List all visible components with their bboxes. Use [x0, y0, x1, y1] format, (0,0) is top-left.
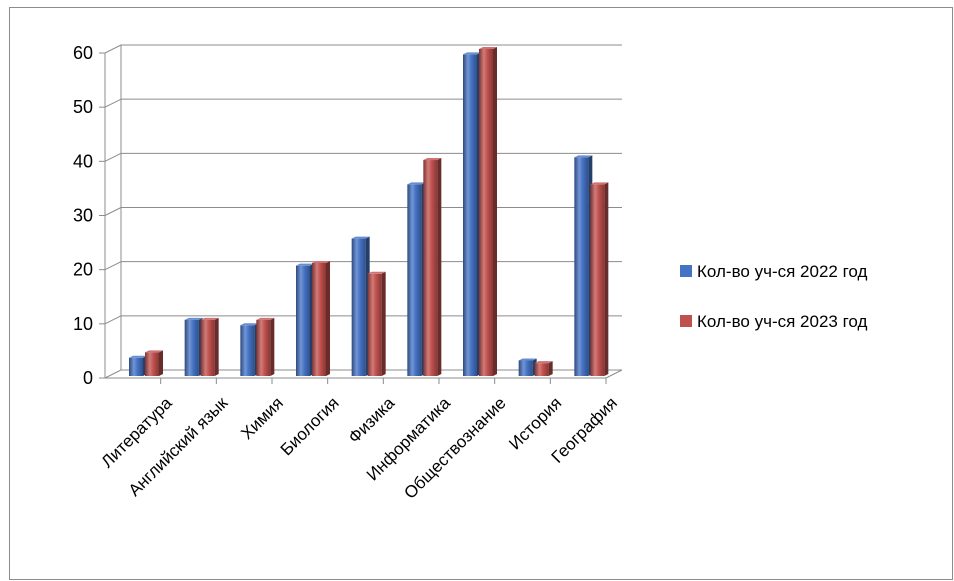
bar-body — [534, 363, 549, 376]
x-tick-label: Биология — [277, 393, 343, 459]
gridline-diag — [104, 261, 122, 271]
gridline-diag — [104, 207, 122, 216]
bar-body — [518, 360, 533, 376]
bar-side — [214, 317, 219, 376]
legend-label: Кол-во уч-ся 2023 год — [697, 312, 867, 331]
x-tick-label: Химия — [237, 393, 287, 443]
bar-top — [367, 271, 386, 274]
bar-2023 — [590, 182, 609, 376]
bar-side — [493, 47, 497, 376]
bar-2023 — [534, 361, 553, 376]
bar-2022 — [240, 323, 259, 376]
bar-body — [184, 319, 199, 376]
gridline-diag — [104, 98, 122, 108]
bar-2022 — [407, 182, 426, 376]
y-tick-label: 50 — [73, 97, 93, 117]
bar-body — [200, 319, 215, 376]
bar-top — [312, 260, 330, 263]
bar-side — [270, 317, 275, 376]
bar-2023 — [423, 158, 442, 376]
bar-top — [479, 47, 497, 49]
legend-label: Кол-во уч-ся 2022 год — [697, 262, 867, 281]
gridline-diag — [104, 44, 122, 54]
floor-edge — [605, 369, 623, 379]
bar-top — [200, 317, 219, 320]
bar-2022 — [296, 263, 314, 376]
bar-top — [463, 52, 481, 55]
x-tick-label: Английский язык — [125, 393, 232, 500]
gridline-diag — [104, 152, 122, 162]
bar-side — [381, 271, 386, 376]
bar-2023 — [479, 47, 497, 376]
bar-body — [423, 160, 438, 376]
gridline-diag — [104, 315, 122, 325]
bar-body — [574, 157, 589, 376]
bar-top — [145, 350, 163, 353]
bar-body — [145, 352, 159, 376]
y-tick-label: 40 — [73, 151, 93, 171]
gridline-diag — [104, 369, 122, 379]
bar-body — [351, 238, 366, 376]
bar-top — [407, 182, 426, 185]
bar-top — [534, 361, 553, 364]
bar-2023 — [200, 317, 219, 376]
bar-2023 — [367, 271, 386, 376]
bar-2023 — [145, 350, 163, 376]
legend-swatch — [680, 315, 692, 327]
bar-top — [351, 236, 370, 239]
y-tick-label: 30 — [73, 206, 93, 226]
bar-body — [479, 49, 493, 376]
bar-body — [296, 265, 310, 376]
legend-swatch — [680, 265, 692, 277]
bar-body — [407, 184, 422, 376]
bar-2022 — [574, 155, 593, 376]
bar-side — [326, 260, 330, 376]
bar-2022 — [184, 317, 203, 376]
x-tick-label: Физика — [345, 393, 399, 447]
bar-body — [590, 184, 605, 376]
bar-2022 — [351, 236, 370, 376]
y-tick-label: 20 — [73, 260, 93, 280]
bar-top — [256, 317, 275, 320]
bar-top — [129, 355, 147, 358]
bar-2023 — [312, 260, 330, 376]
y-tick-label: 0 — [83, 368, 93, 388]
bar-body — [312, 262, 326, 376]
bar-top — [423, 158, 442, 161]
bar-top — [296, 263, 314, 266]
bar-2022 — [129, 355, 147, 376]
bar-side — [548, 361, 553, 376]
bar-2022 — [518, 358, 537, 376]
bar-top — [240, 323, 259, 326]
bar-body — [129, 357, 143, 376]
bar-side — [437, 158, 442, 376]
bar-side — [604, 182, 609, 376]
bar-body — [240, 325, 255, 376]
bar-body — [463, 54, 477, 377]
bar-top — [574, 155, 593, 158]
y-tick-label: 10 — [73, 314, 93, 334]
bar-2023 — [256, 317, 275, 376]
bar-2022 — [463, 52, 481, 377]
legend: Кол-во уч-ся 2022 год Кол-во уч-ся 2023 г… — [680, 262, 867, 331]
bar-top — [590, 182, 609, 185]
y-tick-label: 60 — [73, 43, 93, 63]
bar-side — [159, 350, 163, 376]
bar-body — [367, 273, 382, 376]
bar-top — [518, 358, 537, 361]
x-tick-label: Обществознание — [400, 393, 509, 502]
bar-top — [184, 317, 203, 320]
bar-body — [256, 319, 271, 376]
